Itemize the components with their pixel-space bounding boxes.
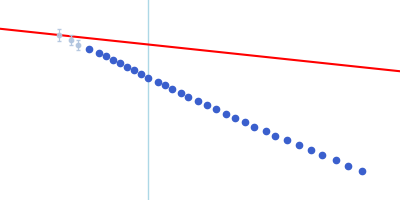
Point — [168, 87, 175, 91]
Point — [242, 120, 248, 124]
Point — [307, 148, 314, 152]
Point — [185, 95, 192, 99]
Point — [204, 103, 210, 107]
Point — [131, 68, 137, 72]
Point — [117, 61, 123, 65]
Point — [345, 164, 352, 167]
Point — [296, 143, 302, 147]
Point — [213, 107, 220, 111]
Point — [232, 116, 238, 119]
Point — [251, 125, 257, 128]
Point — [359, 169, 366, 173]
Point — [145, 76, 152, 79]
Point — [162, 83, 168, 87]
Point — [103, 54, 109, 58]
Point — [86, 47, 93, 51]
Point — [124, 65, 130, 68]
Point — [96, 51, 102, 54]
Point — [178, 91, 184, 95]
Point — [319, 153, 326, 157]
Point — [138, 72, 144, 75]
Point — [110, 58, 116, 61]
Point — [284, 138, 290, 142]
Point — [194, 99, 201, 103]
Point — [154, 80, 161, 83]
Point — [272, 134, 278, 137]
Point — [333, 158, 340, 162]
Point — [223, 112, 229, 115]
Point — [263, 129, 269, 133]
